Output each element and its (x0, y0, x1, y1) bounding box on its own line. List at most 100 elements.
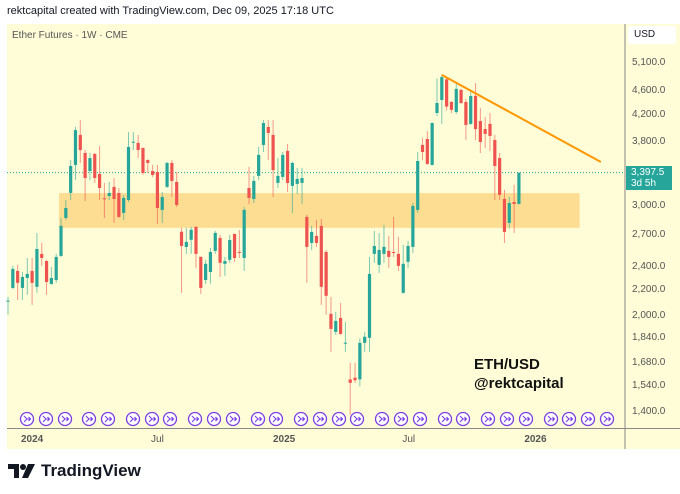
candle-up (411, 205, 415, 247)
candle-up (367, 273, 372, 338)
price-tick-label: 5,100.0 (632, 57, 666, 68)
arrow-circle-icon[interactable] (125, 411, 141, 427)
candle-up (358, 342, 362, 380)
currency-button[interactable]: USD (628, 26, 676, 44)
arrow-circle-icon[interactable] (561, 411, 577, 427)
arrow-circle-icon[interactable] (455, 411, 471, 427)
candle-up (276, 175, 280, 183)
candle-up (204, 263, 208, 281)
candle-up (416, 160, 420, 210)
watermark-text: ETH/USD @rektcapital (474, 355, 564, 393)
arrow-circle-icon[interactable] (437, 411, 453, 427)
candle-down (396, 253, 401, 266)
bar-countdown: 3d 5h (631, 178, 657, 189)
candle-down (40, 253, 44, 258)
candle-up (406, 245, 410, 262)
candle-up (184, 241, 188, 247)
candle-down (502, 198, 507, 232)
support-zone (59, 193, 580, 228)
arrow-circle-icon[interactable] (312, 411, 328, 427)
time-tick-label: Jul (402, 434, 416, 445)
candle-down (319, 225, 323, 287)
candle-down (425, 138, 429, 164)
tradingview-logo[interactable]: TradingView (8, 461, 141, 481)
candle-up (25, 273, 29, 278)
candle-down (146, 160, 150, 163)
time-tick-label: 2024 (20, 434, 44, 445)
price-tick-label: 2,000.0 (632, 309, 666, 321)
candle-up (281, 154, 285, 177)
arrow-circle-icon[interactable] (374, 411, 390, 427)
arrow-circle-icon[interactable] (293, 411, 309, 427)
arrow-circle-icon[interactable] (206, 411, 222, 427)
candle-down (445, 79, 449, 107)
candle-down (266, 126, 270, 133)
time-tick-label: 2025 (272, 434, 296, 445)
arrow-circle-icon[interactable] (599, 411, 615, 427)
arrow-circle-icon[interactable] (412, 411, 428, 427)
candle-up (64, 207, 68, 218)
candle-up (310, 231, 314, 243)
candle-up (300, 178, 304, 183)
candle-down (136, 142, 140, 151)
arrow-circle-icon[interactable] (187, 411, 203, 427)
last-price-label: 3,397.5 3d 5h (626, 166, 672, 190)
candle-down (449, 102, 454, 110)
arrow-circle-icon[interactable] (331, 411, 347, 427)
arrow-circle-icon[interactable] (499, 411, 515, 427)
candle-up (382, 246, 386, 254)
candle-up (454, 88, 458, 112)
candle-up (54, 256, 58, 281)
candle-down (175, 181, 179, 206)
price-tick-label: 2,700.0 (632, 228, 666, 240)
candle-up (469, 95, 473, 124)
arrow-circle-icon[interactable] (19, 411, 35, 427)
arrow-circle-icon[interactable] (38, 411, 54, 427)
candle-down (83, 152, 87, 179)
arrow-circle-icon[interactable] (81, 411, 97, 427)
candle-down (498, 158, 502, 195)
price-tick-label: 3,000.0 (632, 200, 666, 212)
arrow-circle-icon[interactable] (518, 411, 534, 427)
arrow-circle-icon[interactable] (162, 411, 178, 427)
tradingview-logo-text: TradingView (41, 461, 141, 480)
candle-down (473, 95, 478, 130)
candle-up (73, 130, 78, 165)
arrow-circle-icon[interactable] (580, 411, 596, 427)
candle-down (464, 102, 468, 125)
candle-up (334, 320, 338, 332)
candle-up (295, 178, 299, 184)
chart-panel[interactable] (7, 24, 680, 449)
arrow-circle-icon[interactable] (268, 411, 284, 427)
candle-up (435, 102, 439, 113)
arrow-circle-icon[interactable] (225, 411, 241, 427)
tradingview-logo-icon (8, 464, 35, 478)
price-tick-label: 2,400.0 (632, 260, 666, 272)
candle-down (483, 129, 487, 134)
candle-down (44, 261, 49, 283)
candle-up (377, 249, 381, 265)
arrow-circle-icon[interactable] (144, 411, 160, 427)
arrow-circle-icon[interactable] (543, 411, 559, 427)
candle-up (213, 232, 217, 251)
arrow-circle-icon[interactable] (100, 411, 116, 427)
candle-up (122, 197, 126, 213)
arrow-circle-icon[interactable] (480, 411, 496, 427)
candle-down (194, 226, 198, 254)
candle-down (329, 313, 333, 329)
arrow-circle-icon[interactable] (393, 411, 409, 427)
candle-up (59, 225, 63, 256)
candle-up (11, 268, 15, 288)
candle-up (440, 77, 444, 100)
candle-down (247, 188, 251, 198)
candle-up (507, 202, 511, 223)
arrow-circle-icon[interactable] (57, 411, 73, 427)
candle-up (517, 172, 521, 204)
candle-up (107, 192, 111, 196)
candle-down (151, 171, 155, 175)
arrow-circle-icon[interactable] (250, 411, 266, 427)
arrow-circle-icon[interactable] (349, 411, 365, 427)
candle-up (430, 122, 434, 165)
candle-down (488, 123, 492, 136)
